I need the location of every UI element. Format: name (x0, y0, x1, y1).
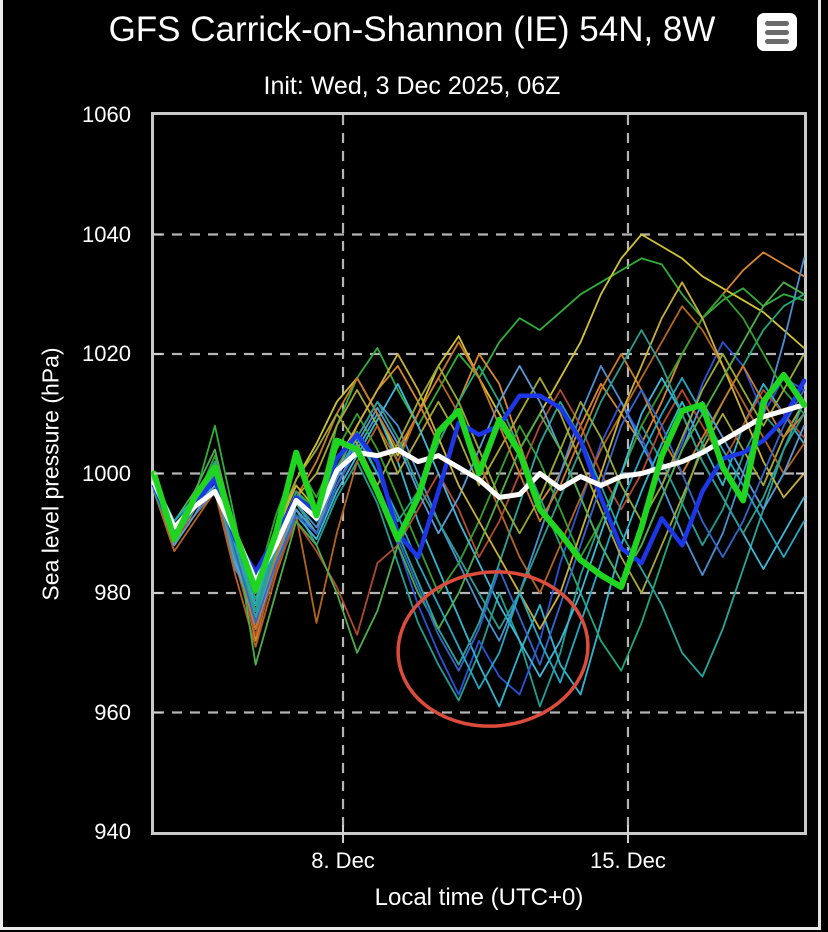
plot-area (151, 112, 807, 843)
series-member-19 (153, 329, 805, 630)
y-tick-label: 1020 (82, 341, 131, 366)
series-member-18 (153, 281, 805, 666)
x-axis-label: Local time (UTC+0) (374, 884, 584, 911)
y-tick-label: 940 (94, 819, 131, 844)
series-operational (151, 371, 807, 593)
series-member-21 (153, 376, 805, 690)
y-tick-label: 980 (94, 580, 131, 605)
y-tick-label: 960 (94, 699, 131, 725)
chart-title: GFS Carrick-on-Shannon (IE) 54N, 8W (108, 10, 716, 49)
hamburger-icon (765, 38, 789, 44)
init-subtitle: Init: Wed, 3 Dec 2025, 06Z (263, 72, 561, 100)
x-tick-label: 8. Dec (311, 848, 375, 873)
series-control (151, 378, 807, 575)
series-member-11 (153, 388, 805, 636)
y-tick-label: 1000 (82, 460, 131, 486)
series-member-10 (153, 305, 805, 648)
red-circle-annotation (396, 570, 590, 728)
y-tick-label: 1040 (82, 221, 131, 247)
x-tick-label: 15. Dec (590, 848, 666, 873)
series-member-13 (153, 400, 805, 678)
ensemble-spaghetti-chart (151, 115, 807, 843)
hamburger-icon (765, 29, 789, 35)
y-tick-label: 1060 (82, 102, 131, 127)
menu-button[interactable] (757, 13, 797, 51)
hamburger-icon (765, 20, 789, 26)
